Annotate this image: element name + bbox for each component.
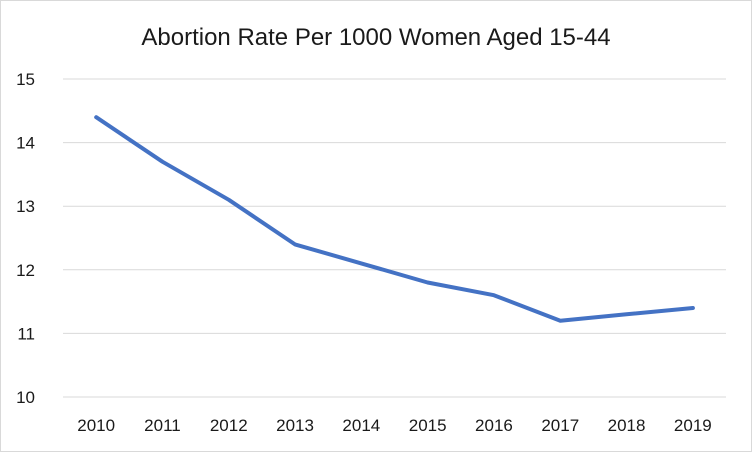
x-tick-label: 2015 [409,416,447,435]
x-tick-label: 2010 [77,416,115,435]
y-tick-label: 12 [16,261,35,280]
y-tick-label: 13 [16,197,35,216]
x-tick-label: 2011 [144,416,181,435]
y-tick-label: 10 [16,388,35,407]
y-tick-label: 15 [16,70,35,89]
y-tick-label: 14 [16,134,35,153]
x-tick-label: 2014 [342,416,380,435]
x-tick-label: 2016 [475,416,513,435]
x-tick-label: 2013 [276,416,314,435]
x-tick-label: 2017 [541,416,579,435]
x-tick-label: 2012 [210,416,248,435]
chart-title: Abortion Rate Per 1000 Women Aged 15-44 [141,24,610,51]
series-layer [94,115,695,323]
gridlines [63,78,726,398]
series-line [94,115,695,323]
x-tick-label: 2018 [608,416,646,435]
x-tick-label: 2019 [674,416,712,435]
y-axis-tick-labels: 10 11 12 13 14 15 [16,70,35,407]
x-axis-tick-labels: 2010 2011 2012 2013 2014 2015 2016 2017 2018 2019 [77,416,712,435]
y-tick-label: 11 [17,324,35,343]
